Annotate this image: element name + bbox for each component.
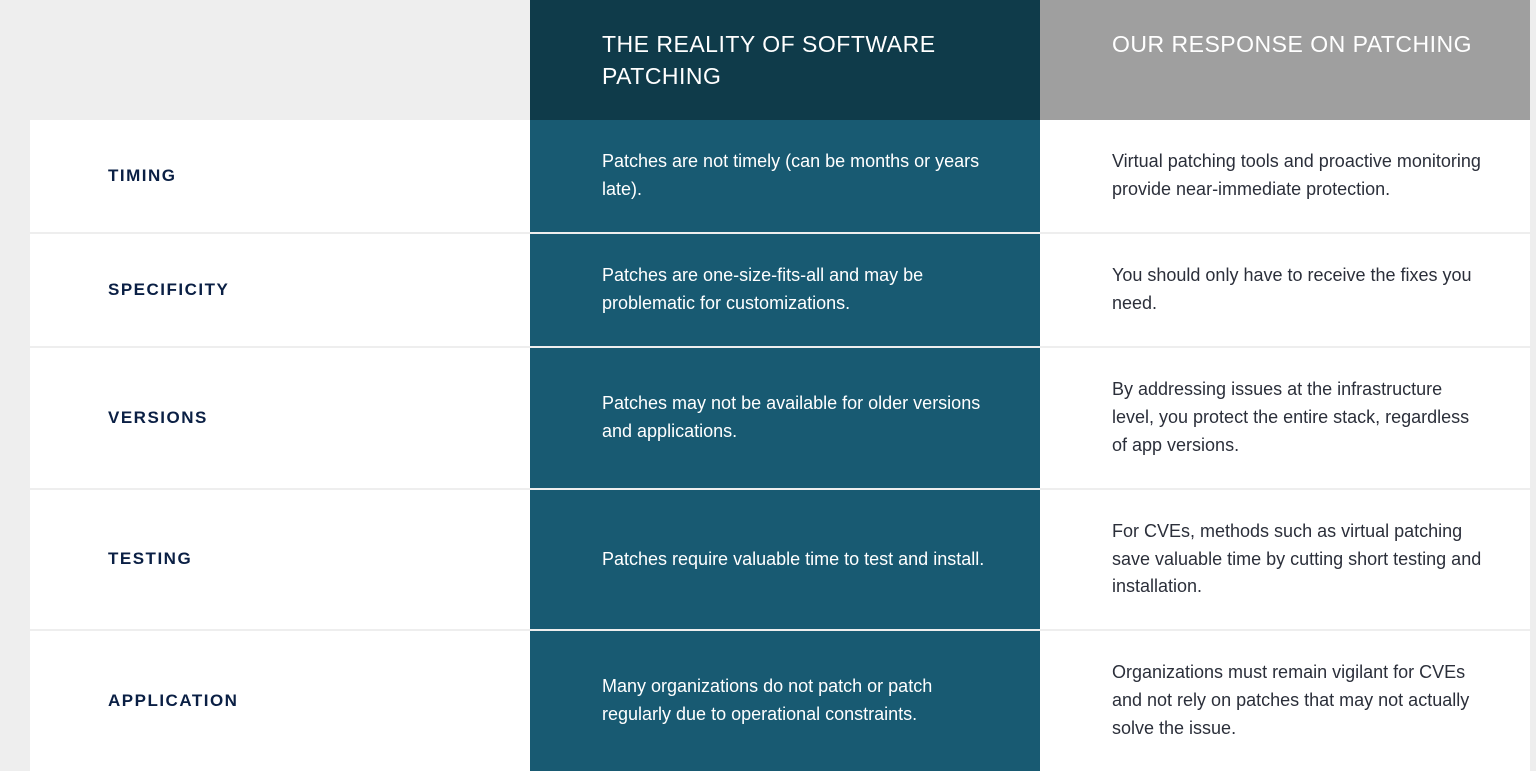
row-response-application: Organizations must remain vigilant for C… <box>1040 631 1530 771</box>
row-response-versions: By addressing issues at the infrastructu… <box>1040 348 1530 490</box>
row-label-testing: TESTING <box>30 490 530 632</box>
header-response: OUR RESPONSE ON PATCHING <box>1040 0 1530 120</box>
row-label-versions: VERSIONS <box>30 348 530 490</box>
row-reality-specificity: Patches are one-size-fits-all and may be… <box>530 234 1040 348</box>
row-reality-versions: Patches may not be available for older v… <box>530 348 1040 490</box>
row-reality-testing: Patches require valuable time to test an… <box>530 490 1040 632</box>
row-response-testing: For CVEs, methods such as virtual patchi… <box>1040 490 1530 632</box>
row-label-timing: TIMING <box>30 120 530 234</box>
row-label-specificity: SPECIFICITY <box>30 234 530 348</box>
header-reality: THE REALITY OF SOFTWARE PATCHING <box>530 0 1040 120</box>
row-response-timing: Virtual patching tools and proactive mon… <box>1040 120 1530 234</box>
row-reality-application: Many organizations do not patch or patch… <box>530 631 1040 771</box>
row-reality-timing: Patches are not timely (can be months or… <box>530 120 1040 234</box>
row-label-application: APPLICATION <box>30 631 530 771</box>
comparison-table: THE REALITY OF SOFTWARE PATCHING OUR RES… <box>30 0 1506 771</box>
header-blank <box>30 0 530 120</box>
row-response-specificity: You should only have to receive the fixe… <box>1040 234 1530 348</box>
